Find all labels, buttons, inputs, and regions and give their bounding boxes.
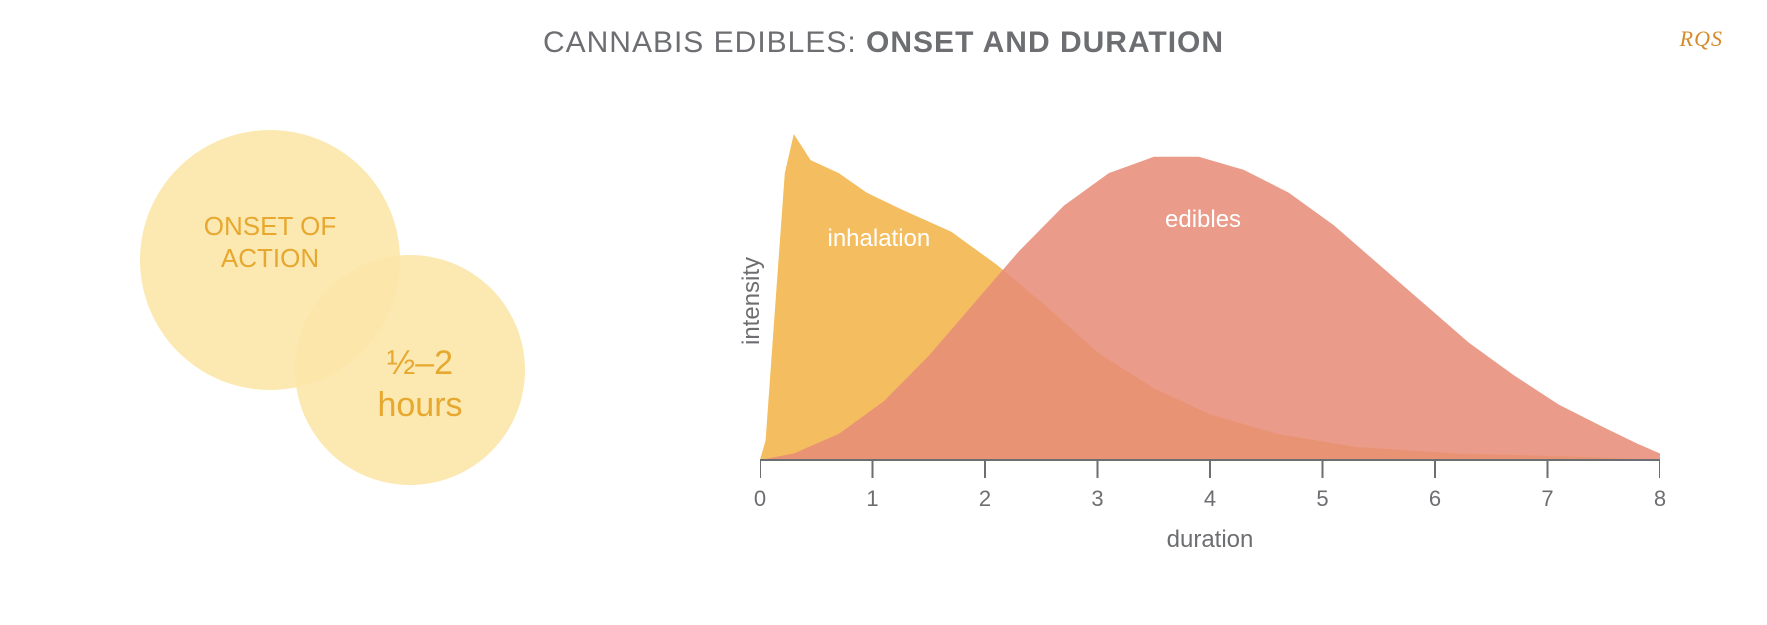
x-tick-1: 1 bbox=[853, 486, 893, 512]
x-axis-label: duration bbox=[1130, 526, 1290, 554]
title-bold: ONSET AND DURATION bbox=[866, 26, 1224, 59]
x-tick-2: 2 bbox=[965, 486, 1005, 512]
venn-diagram: ONSET OFACTION½–2hours bbox=[140, 130, 525, 485]
x-tick-4: 4 bbox=[1190, 486, 1230, 512]
brand-logo: RQS bbox=[1680, 26, 1723, 52]
y-axis-label: intensity bbox=[738, 257, 766, 345]
series-label-inhalation: inhalation bbox=[828, 225, 931, 253]
x-tick-8: 8 bbox=[1640, 486, 1680, 512]
title-light: CANNABIS EDIBLES: bbox=[543, 26, 866, 59]
x-tick-7: 7 bbox=[1528, 486, 1568, 512]
intensity-duration-chart: 012345678durationintensityinhalationedib… bbox=[760, 130, 1660, 560]
logo-text: RQS bbox=[1680, 26, 1723, 52]
x-tick-6: 6 bbox=[1415, 486, 1455, 512]
x-tick-3: 3 bbox=[1078, 486, 1118, 512]
series-label-edibles: edibles bbox=[1165, 206, 1241, 234]
page-title: CANNABIS EDIBLES: ONSET AND DURATION bbox=[0, 26, 1767, 60]
x-tick-0: 0 bbox=[740, 486, 780, 512]
x-tick-5: 5 bbox=[1303, 486, 1343, 512]
chart-svg bbox=[760, 130, 1660, 490]
